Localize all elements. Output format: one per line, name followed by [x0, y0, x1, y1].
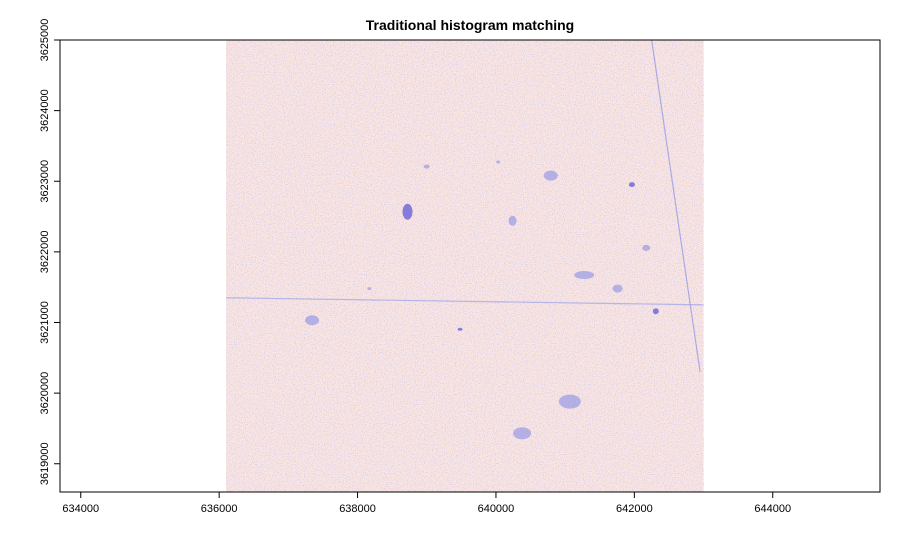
- raster-feature: [402, 203, 413, 220]
- raster-feature: [305, 315, 320, 326]
- y-tick-label: 3625000: [39, 19, 51, 62]
- raster-highway: [651, 39, 701, 373]
- raster-feature: [652, 308, 659, 315]
- x-tick-label: 642000: [616, 503, 653, 515]
- y-tick-label: 3620000: [39, 372, 51, 415]
- raster-feature: [574, 271, 595, 280]
- raster-feature: [513, 427, 532, 440]
- raster-feature: [543, 170, 558, 181]
- x-tick-label: 636000: [201, 503, 238, 515]
- y-tick-label: 3624000: [39, 89, 51, 132]
- y-axis: 3619000 3620000 3621000 3622000 3623000 36240…: [39, 19, 60, 485]
- y-tick-label: 3621000: [39, 301, 51, 344]
- raster-feature: [642, 244, 651, 251]
- raster-feature: [612, 284, 623, 293]
- x-tick-label: 638000: [339, 503, 376, 515]
- raster-feature: [558, 394, 581, 409]
- raster-feature: [628, 182, 635, 188]
- raster-feature: [508, 215, 517, 226]
- plot-frame: [59, 39, 881, 493]
- y-tick-label: 3623000: [39, 160, 51, 203]
- raster-feature: [367, 287, 372, 291]
- raster-feature: [496, 160, 501, 164]
- x-tick-label: 640000: [478, 503, 515, 515]
- x-tick-label: 634000: [62, 503, 99, 515]
- raster-road: [226, 297, 704, 306]
- chart-title: Traditional histogram matching: [366, 17, 574, 33]
- raster-feature: [423, 164, 430, 169]
- raster-image: [226, 39, 704, 492]
- raster-red-speckle: [226, 40, 704, 492]
- y-tick-label: 3622000: [39, 230, 51, 273]
- x-tick-label: 644000: [754, 503, 791, 515]
- y-tick-label: 3619000: [39, 442, 51, 485]
- raster-feature: [457, 327, 463, 331]
- x-axis: 634000 636000 638000 640000 642000 644000: [62, 492, 791, 515]
